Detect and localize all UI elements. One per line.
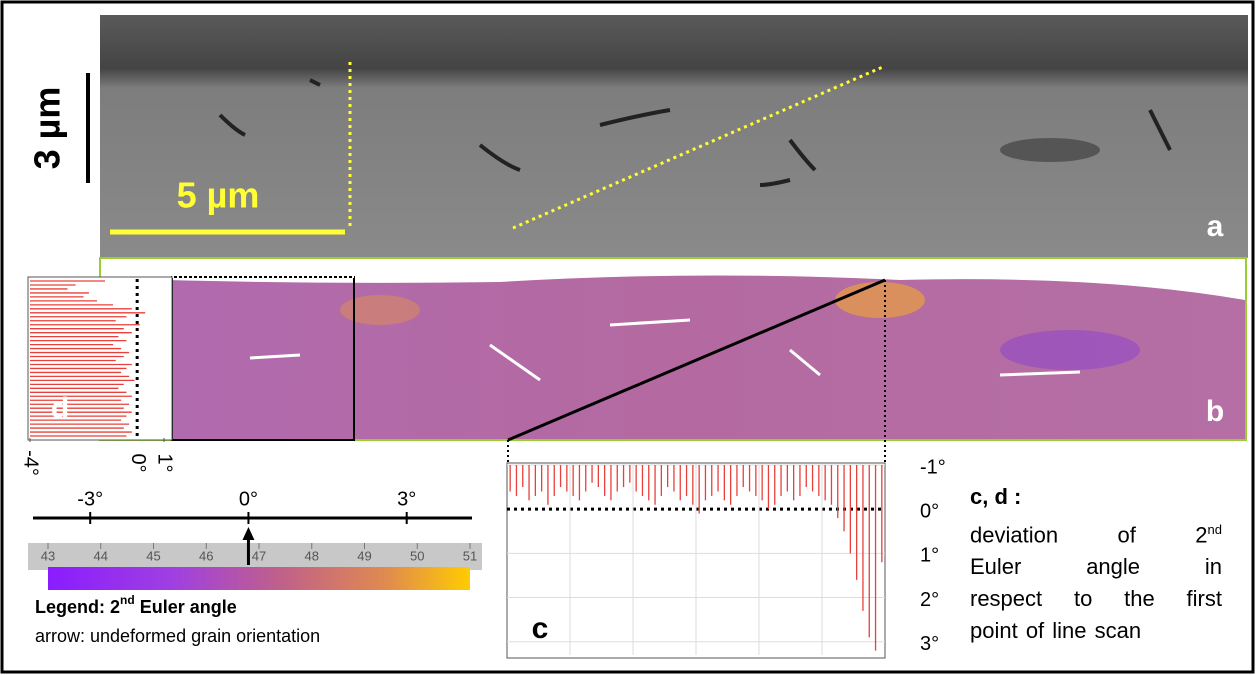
deviation-tick-label: -3° xyxy=(77,488,103,510)
scale-tick-label: 48 xyxy=(305,548,319,563)
scale-tick-label: 44 xyxy=(94,548,108,563)
y-tick-label: 2° xyxy=(920,589,939,611)
y-tick-label: 3° xyxy=(920,633,939,655)
color-gradient xyxy=(48,567,470,590)
x-tick-label: -4° xyxy=(20,450,42,476)
scale-tick-label: 50 xyxy=(410,548,424,563)
caption: c, d : deviation of 2nd Euler angle in r… xyxy=(970,480,1222,647)
deviation-tick-label: 3° xyxy=(397,488,416,510)
scale-tick-label: 45 xyxy=(146,548,160,563)
caption-sup: nd xyxy=(1208,522,1222,537)
y-tick-label: 1° xyxy=(920,545,939,567)
ebsd-feature xyxy=(1000,330,1140,370)
scale-label-horizontal: 5 µm xyxy=(177,175,260,216)
scale-label-vertical: 3 µm xyxy=(27,87,68,170)
y-tick-label: 0° xyxy=(920,500,939,522)
scale-tick-label: 47 xyxy=(252,548,266,563)
panel-label: d xyxy=(51,392,69,425)
caption-line: deviation of 2nd xyxy=(970,514,1222,551)
deviation-tick-label: 0° xyxy=(239,488,258,510)
legend-title-text: Euler angle xyxy=(135,597,237,617)
panel-label: a xyxy=(1207,210,1224,243)
caption-text: deviation of 2 xyxy=(970,522,1208,547)
x-tick-label: 0° xyxy=(127,453,149,472)
sem-feature xyxy=(1000,138,1100,162)
legend-title-sup: nd xyxy=(120,593,135,607)
figure: 3 µm 5 µm a b d c 43 44 45 46 47 48 49 50 51 -3° 0… xyxy=(0,0,1256,675)
scale-tick-label: 51 xyxy=(463,548,477,563)
caption-line: point of line scan xyxy=(970,615,1222,647)
legend-title-text: Legend: 2 xyxy=(35,597,120,617)
scale-tick-label: 49 xyxy=(357,548,371,563)
scale-tick-label: 46 xyxy=(199,548,213,563)
ebsd-feature xyxy=(340,295,420,325)
y-tick-label: -1° xyxy=(920,456,946,478)
caption-line: respect to the first xyxy=(970,583,1222,615)
scale-tick-label: 43 xyxy=(41,548,55,563)
legend-title: Legend: 2nd Euler angle xyxy=(35,593,237,617)
panel-label: b xyxy=(1206,395,1224,428)
legend-note: arrow: undeformed grain orientation xyxy=(35,626,320,646)
panel-label: c xyxy=(532,612,549,645)
ebsd-feature xyxy=(835,282,925,318)
x-tick-label: 1° xyxy=(154,453,176,472)
caption-heading: c, d : xyxy=(970,480,1222,514)
caption-line: Euler angle in xyxy=(970,551,1222,583)
sem-image xyxy=(100,15,1248,258)
